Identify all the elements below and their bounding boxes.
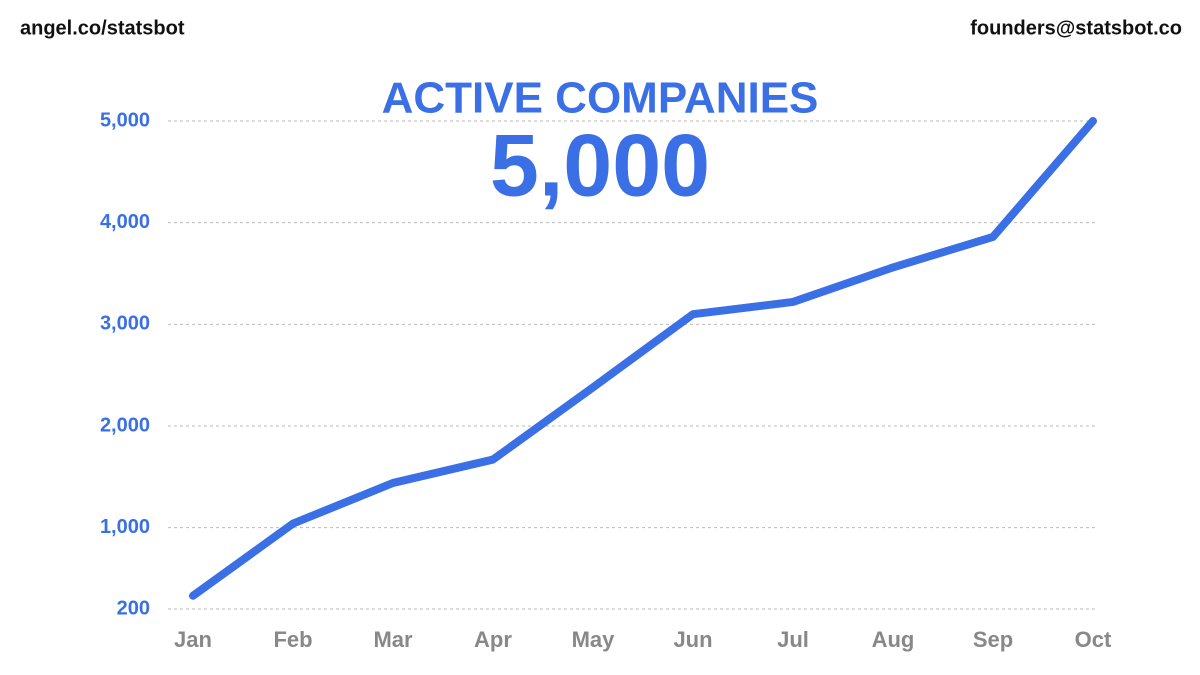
x-tick-label: Apr [474,627,512,652]
headline-value: 5,000 [490,115,710,214]
x-tick-label: Feb [273,627,312,652]
x-tick-label: Jan [174,627,212,652]
header-link: angel.co/statsbot [20,17,185,39]
chart-title: ACTIVE COMPANIES [382,74,819,123]
x-tick-label: May [572,627,616,652]
y-tick-label: 2,000 [100,414,150,436]
header-email: founders@statsbot.co [970,17,1182,39]
y-tick-label: 4,000 [100,211,150,233]
data-line [189,117,1097,600]
y-tick-label: 5,000 [100,109,150,131]
x-tick-label: Aug [872,627,915,652]
x-tick-label: Jun [673,627,712,652]
y-tick-label: 1,000 [100,516,150,538]
x-tick-label: Mar [373,627,413,652]
x-tick-label: Jul [777,627,809,652]
x-tick-label: Sep [973,627,1013,652]
y-tick-label: 3,000 [100,313,150,335]
x-tick-label: Oct [1075,627,1112,652]
y-tick-label: 200 [117,597,150,619]
